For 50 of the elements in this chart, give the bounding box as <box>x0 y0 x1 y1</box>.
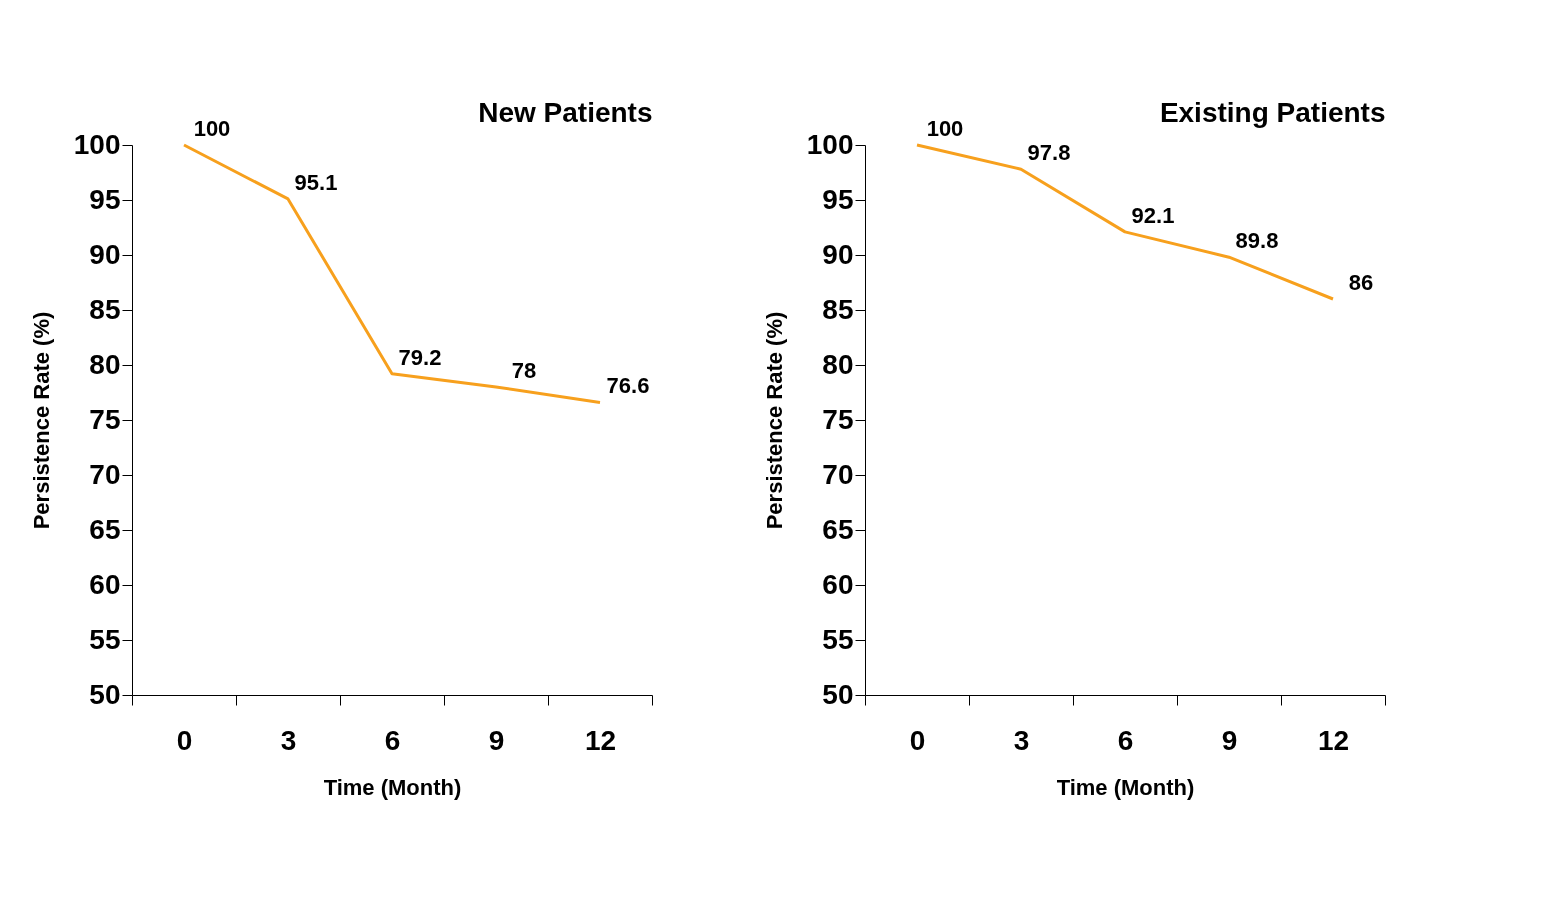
x-tick-label: 6 <box>384 724 401 756</box>
chart-title: Existing Patients <box>1159 97 1386 128</box>
data-label: 95.1 <box>294 169 338 195</box>
x-axis-title: Time (Month) <box>323 774 462 800</box>
data-label: 89.8 <box>1235 228 1279 254</box>
x-tick-label: 0 <box>909 724 926 756</box>
y-tick-label: 60 <box>89 568 121 600</box>
x-axis-title: Time (Month) <box>1056 774 1195 800</box>
y-tick-label: 75 <box>822 403 854 435</box>
y-tick-label: 100 <box>73 128 121 160</box>
x-tick-label: 3 <box>1013 724 1030 756</box>
x-tick-label: 3 <box>280 724 297 756</box>
y-axis-title: Persistence Rate (%) <box>761 311 787 530</box>
y-axis-title: Persistence Rate (%) <box>28 311 54 530</box>
y-tick-label: 80 <box>89 348 121 380</box>
y-tick-label: 70 <box>89 458 121 490</box>
x-tick-label: 0 <box>176 724 193 756</box>
x-tick-label: 12 <box>584 724 617 756</box>
y-tick-label: 55 <box>89 623 121 655</box>
y-tick-label: 80 <box>822 348 854 380</box>
y-tick-label: 95 <box>89 183 121 215</box>
data-label: 100 <box>193 116 231 141</box>
chart-title: New Patients <box>478 97 653 128</box>
y-tick-label: 85 <box>822 293 854 325</box>
data-label: 86 <box>1348 270 1374 295</box>
y-tick-label: 75 <box>89 403 121 435</box>
y-tick-label: 90 <box>89 238 121 270</box>
y-tick-label: 60 <box>822 568 854 600</box>
y-tick-label: 85 <box>89 293 121 325</box>
line-series <box>915 143 1335 301</box>
y-tick-label: 65 <box>89 513 121 545</box>
y-tick-label: 50 <box>822 678 854 710</box>
y-tick-label: 65 <box>822 513 854 545</box>
data-label: 92.1 <box>1131 202 1175 228</box>
x-tick-label: 9 <box>488 724 505 756</box>
data-label: 79.2 <box>398 344 442 370</box>
y-tick-label: 55 <box>822 623 854 655</box>
data-label: 78 <box>511 358 537 383</box>
y-tick-label: 90 <box>822 238 854 270</box>
y-tick-label: 100 <box>806 128 854 160</box>
x-tick-label: 9 <box>1221 724 1238 756</box>
y-tick-label: 95 <box>822 183 854 215</box>
y-tick-label: 70 <box>822 458 854 490</box>
y-tick-label: 50 <box>89 678 121 710</box>
data-label: 97.8 <box>1027 140 1071 166</box>
x-tick-label: 6 <box>1117 724 1134 756</box>
data-label: 100 <box>926 116 964 141</box>
data-label: 76.6 <box>606 373 650 399</box>
x-tick-label: 12 <box>1317 724 1350 756</box>
line-series <box>182 143 602 404</box>
